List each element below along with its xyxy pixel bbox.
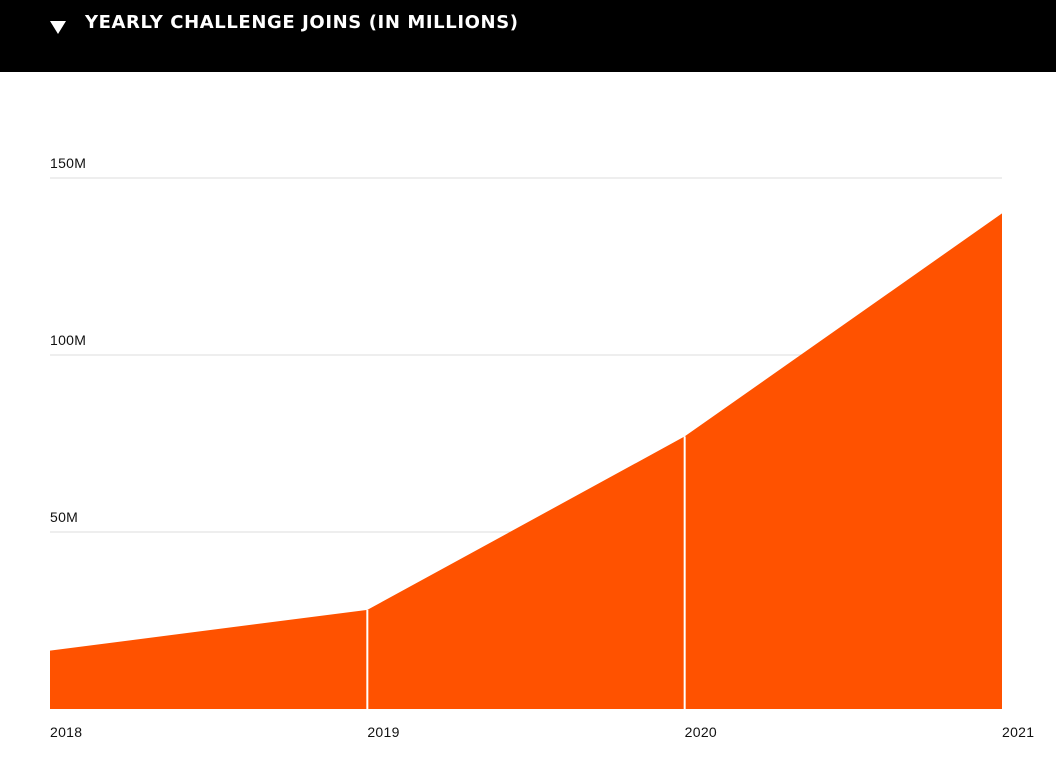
y-tick-label: 50M <box>50 509 78 525</box>
y-tick-label: 100M <box>50 332 86 348</box>
x-tick-label: 2018 <box>50 724 82 740</box>
x-tick-label: 2021 <box>1002 724 1034 740</box>
chart-title: YEARLY CHALLENGE JOINS (IN MILLIONS) <box>85 12 519 33</box>
chart-header: YEARLY CHALLENGE JOINS (IN MILLIONS) <box>0 0 1056 72</box>
x-tick-label: 2020 <box>685 724 717 740</box>
y-tick-label: 150M <box>50 155 86 171</box>
area-series <box>50 213 1002 709</box>
triangle-down-icon[interactable] <box>48 17 68 37</box>
x-tick-label: 2019 <box>367 724 399 740</box>
